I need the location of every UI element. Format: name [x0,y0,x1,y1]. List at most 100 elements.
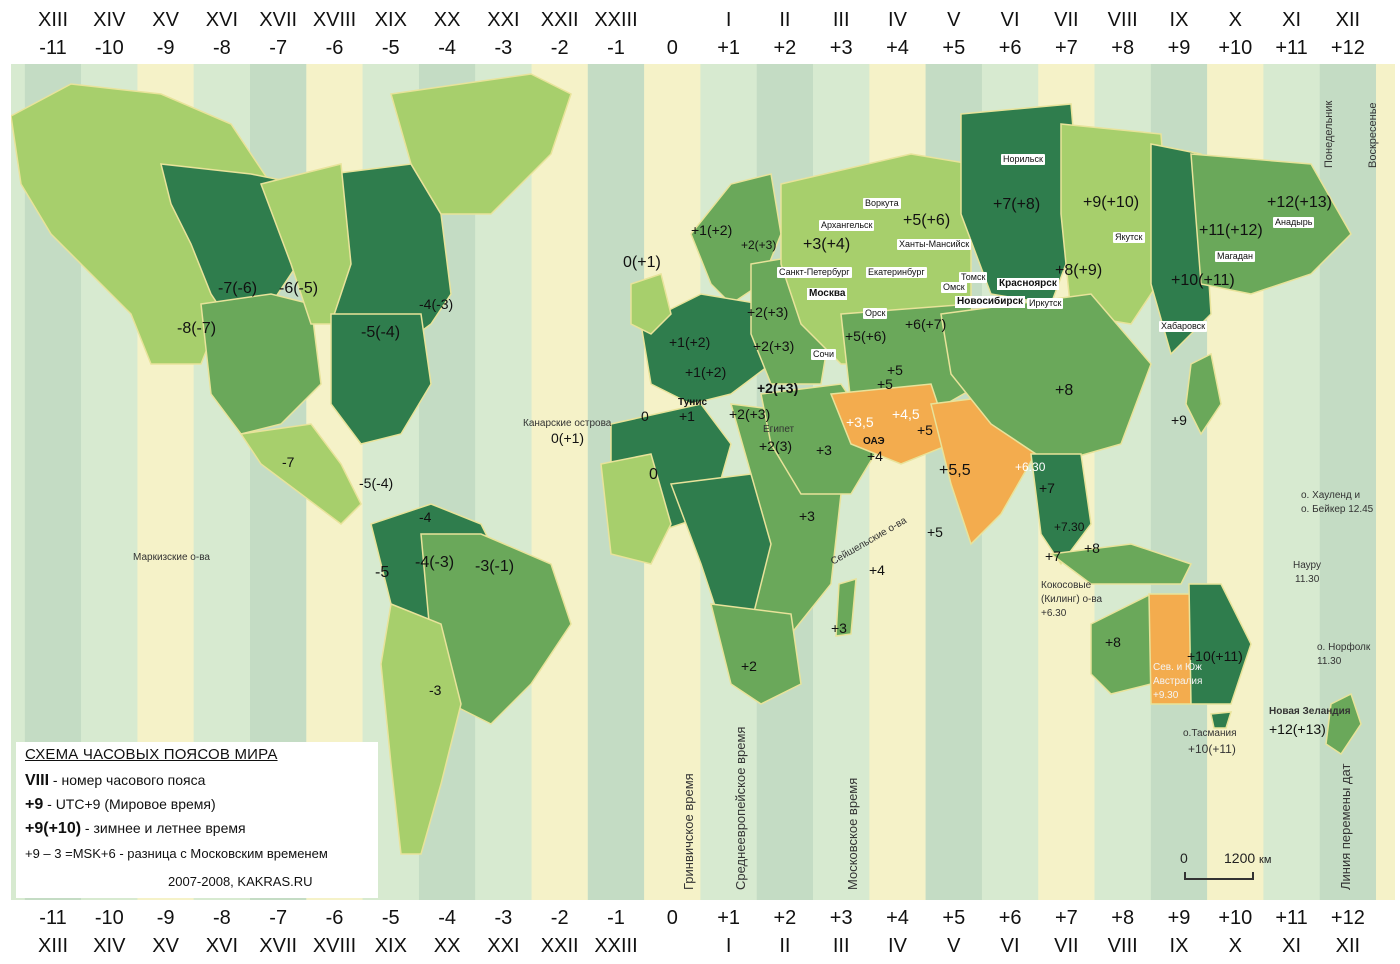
legend-credit: 2007-2008, KAKRAS.RU [168,874,313,889]
meridian-label: Воскресенье [1367,102,1379,168]
zone-label: +2 [741,658,757,674]
zone-label: -5(-4) [361,324,401,341]
city-label: Томск [959,272,988,283]
footer-zone-roman: VII [1054,935,1079,957]
footer-zone-offset: +9 [1167,907,1191,929]
scale-bar: 0 1200 км [1176,848,1286,888]
city-label: Магадан [1215,251,1255,262]
zone-label: -4(-3) [419,296,454,312]
header-zone-roman: XVI [205,9,239,31]
tasmania-zone: +10(+11) [1188,742,1236,756]
se-asia [1030,453,1092,566]
zone-label: +5 [917,422,933,438]
footer-zone-offset: +6 [998,907,1022,929]
uk [630,273,672,335]
header-zone-offset: +6 [998,37,1022,59]
north-america [11,73,572,525]
zone-label: +4,5 [892,406,920,422]
header-zone-roman: XVIII [312,9,357,31]
region-label: о.Тасмания [1183,728,1237,739]
zone-label: +2(+3) [757,380,799,396]
footer-zone-roman: XVIII [312,935,357,957]
header-zone-roman: XXI [487,9,520,31]
footer-zone-roman: X [1228,935,1242,957]
zone-label: +11(+12) [1199,222,1263,239]
city-label: Орск [863,308,888,319]
footer-zone-offset: -1 [607,907,625,929]
indonesia [1049,543,1193,585]
zone-label: +10(+11) [1171,272,1235,289]
iran-afghan [829,383,952,465]
footer-zone-offset: -2 [550,907,569,929]
zone-label: +3 [816,442,832,458]
city-label: Сочи [811,349,837,360]
zone-label: +9 [1171,412,1187,428]
meridian-label: Гринвичское время [681,773,696,890]
footer-zone-roman: XIII [37,935,68,957]
header-zone-roman: V [947,9,961,31]
footer-zone-roman: XXI [487,935,520,957]
footer-zone-offset: -10 [94,907,124,929]
header-zone-offset: +2 [773,37,797,59]
aus-east [1188,583,1252,705]
zone-label: +12(+13) [1269,721,1326,737]
city-label: Омск [941,282,967,293]
footer-zone-offset: +12 [1330,907,1365,929]
footer-zone-roman: IV [888,935,907,957]
footer-zone-roman: I [725,935,732,957]
header-zone-offset: -6 [325,37,344,59]
africa-south [710,603,802,705]
zone-label: +7.30 [1054,520,1085,534]
header-zone-offset: +10 [1218,37,1253,59]
zone-label: -5 [375,564,390,581]
zone-label: +1 [679,408,695,424]
zone-label: +2(+3) [741,238,777,252]
header-zone-offset: -11 [39,37,67,59]
zone-label: +5 [887,362,903,378]
legend-title: СХЕМА ЧАСОВЫХ ПОЯСОВ МИРА [25,746,278,763]
zone-label: +9(+10) [1083,194,1140,211]
header-zone-offset: -3 [494,37,513,59]
header-zone-offset: -1 [607,37,625,59]
header-zone-roman: VIII [1107,9,1138,31]
city-label: Ханты-Мансийск [897,239,972,250]
legend-desc: - номер часового пояса [49,772,206,788]
header-zone-roman: XV [152,9,179,31]
city-label: Архангельск [819,220,875,231]
header-zone-offset: -7 [269,37,288,59]
city-label: Санкт-Петербург [777,267,852,278]
footer-zone-offset: -4 [438,907,456,929]
zone-label: +5 [927,524,943,540]
zone-label: +10(+11) [1187,648,1243,664]
footer-zone-roman: V [947,935,961,957]
city-label: Хабаровск [1159,321,1208,332]
header-zone-offset: +8 [1111,37,1135,59]
south-america [370,503,572,855]
region-label: 11.30 [1317,656,1342,667]
header-timezone-scale: XIII -11 XIV -10 XV -9 XVI -8 XVII -7 XVIII -6 XIX -5… [0,0,1400,64]
zone-label: +7 [1045,548,1061,564]
legend-desc: - UTC+9 (Мировое время) [43,796,216,812]
legend-row: +9(+10) - зимнее и летнее время [25,820,246,838]
header-zone-offset: +9 [1167,37,1191,59]
footer-zone-roman: XXIII [594,935,638,957]
city-label: Якутск [1113,232,1145,243]
header-zone-offset: -10 [94,37,124,59]
footer-zone-roman: XVI [205,935,239,957]
header-zone-roman: XXII [540,9,579,31]
zone-label: +5 [877,376,893,392]
zone-label: +4 [869,562,885,578]
zone-label: +7 [1039,480,1055,496]
region-label: 11.30 [1295,574,1320,585]
zone-label: -3 [429,682,442,698]
footer-zone-offset: -7 [269,907,288,929]
mexico [239,423,362,525]
zone-label: -5(-4) [359,475,394,491]
header-zone-roman: XIII [37,9,68,31]
meridian-label: Линия перемены дат [1338,763,1353,890]
legend-row: VIII - номер часового пояса [25,772,205,790]
footer-zone-offset: -9 [156,907,175,929]
zone-label: +2(+3) [747,304,789,320]
header-zone-offset: 0 [666,37,678,59]
region-label: (Килинг) о-ва [1041,594,1103,605]
